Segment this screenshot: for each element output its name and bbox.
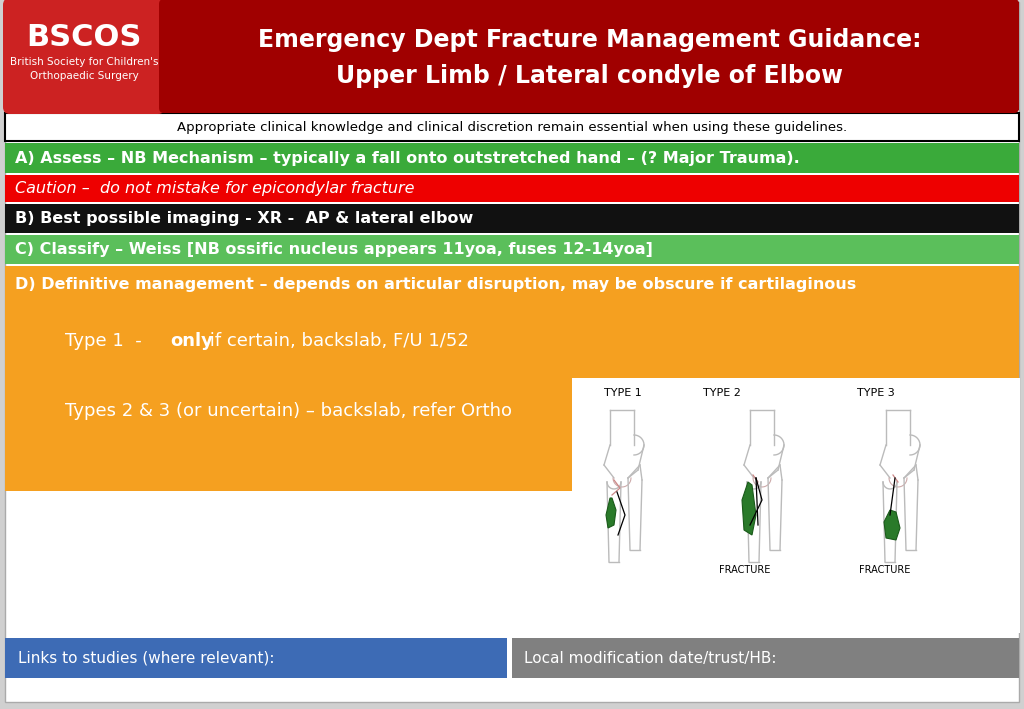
Polygon shape	[884, 510, 900, 540]
Text: only: only	[170, 332, 213, 350]
Bar	[5, 204, 1019, 233]
Bar	[5, 2, 1019, 110]
Bar	[5, 143, 1019, 173]
Text: Emergency Dept Fracture Management Guidance:: Emergency Dept Fracture Management Guida…	[258, 28, 922, 52]
Text: Caution –  do not mistake for epicondylar fracture: Caution – do not mistake for epicondylar…	[15, 181, 415, 196]
Bar	[572, 378, 1020, 633]
Text: Appropriate clinical knowledge and clinical discretion remain essential when usi: Appropriate clinical knowledge and clini…	[177, 121, 847, 133]
Text: Types 2 & 3 (or uncertain) – backslab, refer Ortho: Types 2 & 3 (or uncertain) – backslab, r…	[65, 402, 512, 420]
Bar	[5, 175, 1019, 202]
Text: C) Classify – Weiss [NB ossific nucleus appears 11yoa, fuses 12-14yoa]: C) Classify – Weiss [NB ossific nucleus …	[15, 242, 653, 257]
Text: if certain, backslab, F/U 1/52: if certain, backslab, F/U 1/52	[204, 332, 469, 350]
Text: Type 1  -: Type 1 -	[65, 332, 147, 350]
Text: Local modification date/trust/HB:: Local modification date/trust/HB:	[524, 650, 776, 666]
Text: A) Assess – NB Mechanism – typically a fall onto outstretched hand – (? Major Tr: A) Assess – NB Mechanism – typically a f…	[15, 150, 800, 165]
Text: Orthopaedic Surgery: Orthopaedic Surgery	[30, 71, 138, 81]
FancyBboxPatch shape	[159, 0, 1019, 113]
Text: D) Definitive management – depends on articular disruption, may be obscure if ca: D) Definitive management – depends on ar…	[15, 277, 856, 291]
Bar	[512, 638, 1019, 678]
Polygon shape	[606, 498, 616, 528]
Text: TYPE 2: TYPE 2	[703, 388, 741, 398]
Text: Upper Limb / Lateral condyle of Elbow: Upper Limb / Lateral condyle of Elbow	[337, 64, 844, 88]
FancyBboxPatch shape	[3, 0, 165, 114]
Text: Links to studies (where relevant):: Links to studies (where relevant):	[18, 650, 274, 666]
Text: TYPE 1: TYPE 1	[604, 388, 642, 398]
Text: FRACTURE: FRACTURE	[719, 565, 771, 575]
Bar	[5, 638, 507, 678]
Text: TYPE 3: TYPE 3	[857, 388, 895, 398]
Bar	[5, 266, 1019, 491]
Bar	[5, 235, 1019, 264]
Bar	[5, 113, 1019, 141]
Polygon shape	[742, 482, 756, 535]
Text: British Society for Children's: British Society for Children's	[10, 57, 159, 67]
Text: B) Best possible imaging - XR -  AP & lateral elbow: B) Best possible imaging - XR - AP & lat…	[15, 211, 473, 226]
Text: BSCOS: BSCOS	[27, 23, 141, 52]
Text: FRACTURE: FRACTURE	[859, 565, 910, 575]
